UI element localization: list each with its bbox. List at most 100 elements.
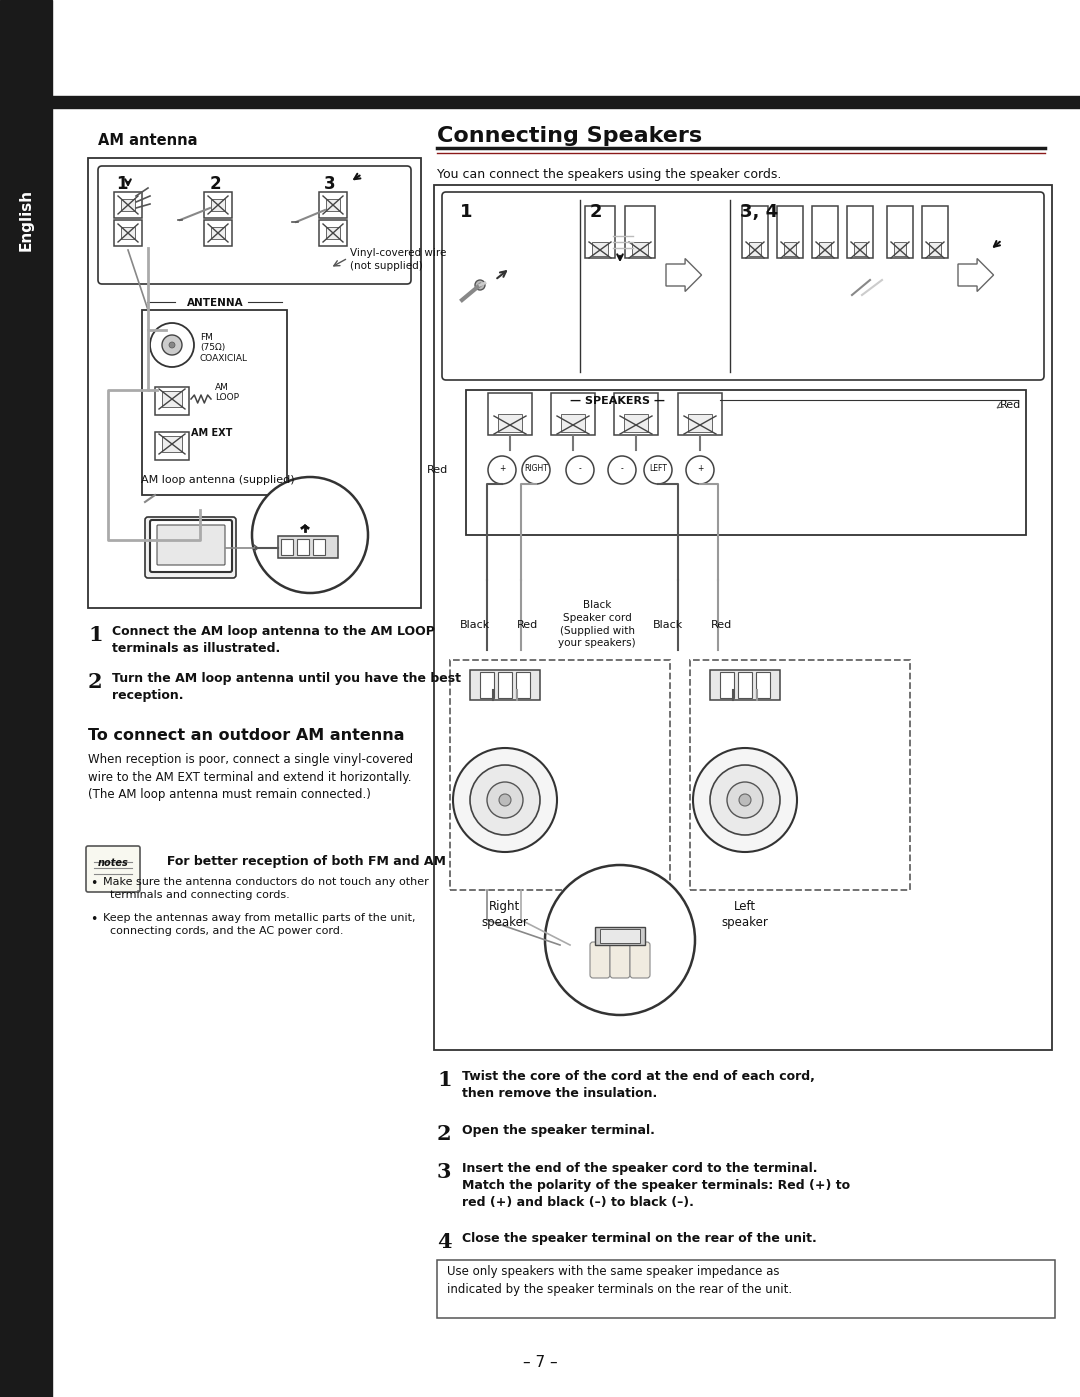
Circle shape	[710, 766, 780, 835]
Circle shape	[566, 455, 594, 483]
Bar	[319, 219, 347, 246]
Bar	[625, 205, 654, 258]
Bar	[114, 219, 141, 246]
Bar	[211, 226, 225, 239]
Text: Make sure the antenna conductors do not touch any other
  terminals and connecti: Make sure the antenna conductors do not …	[103, 877, 429, 900]
Text: 1: 1	[437, 1070, 451, 1090]
Bar	[465, 390, 1026, 535]
Bar	[281, 539, 293, 555]
FancyBboxPatch shape	[590, 942, 610, 978]
Circle shape	[727, 782, 762, 819]
Bar	[777, 205, 804, 258]
Bar	[326, 198, 340, 211]
Text: LEFT: LEFT	[649, 464, 667, 474]
Text: 2: 2	[437, 1125, 451, 1144]
Circle shape	[150, 323, 194, 367]
FancyBboxPatch shape	[86, 847, 140, 893]
Text: AM EXT: AM EXT	[191, 427, 232, 439]
Text: 1: 1	[460, 203, 473, 221]
Circle shape	[162, 335, 183, 355]
Bar	[742, 205, 768, 258]
Text: •: •	[90, 877, 97, 890]
Text: Vinyl-covered wire
(not supplied): Vinyl-covered wire (not supplied)	[350, 249, 446, 271]
Circle shape	[608, 455, 636, 483]
Bar	[632, 242, 648, 256]
Bar	[690, 659, 910, 890]
Text: For better reception of both FM and AM: For better reception of both FM and AM	[145, 855, 446, 868]
Bar	[600, 929, 640, 943]
Text: Black
Speaker cord
(Supplied with
your speakers): Black Speaker cord (Supplied with your s…	[558, 599, 636, 648]
Bar	[121, 198, 135, 211]
Text: FM
(75Ω)
COAXICIAL: FM (75Ω) COAXICIAL	[200, 332, 248, 363]
Text: •: •	[90, 914, 97, 926]
Bar	[738, 672, 752, 698]
Text: Red: Red	[516, 620, 538, 630]
FancyBboxPatch shape	[630, 942, 650, 978]
Bar	[162, 391, 183, 407]
Bar	[894, 242, 906, 256]
Text: ANTENNA: ANTENNA	[187, 298, 243, 307]
Bar	[615, 393, 658, 434]
FancyBboxPatch shape	[442, 191, 1044, 380]
Text: English: English	[18, 189, 33, 251]
Text: To connect an outdoor AM antenna: To connect an outdoor AM antenna	[87, 728, 405, 743]
Text: notes: notes	[97, 858, 129, 868]
Bar	[52, 96, 1080, 108]
Bar	[156, 387, 189, 415]
Text: Turn the AM loop antenna until you have the best
reception.: Turn the AM loop antenna until you have …	[112, 672, 461, 703]
Text: 3: 3	[324, 175, 336, 193]
Circle shape	[644, 455, 672, 483]
Circle shape	[487, 782, 523, 819]
Bar	[624, 414, 648, 432]
Text: — SPEAKERS —: — SPEAKERS —	[570, 395, 665, 407]
Text: 3, 4: 3, 4	[740, 203, 778, 221]
Bar	[434, 184, 1052, 1051]
Text: -: -	[621, 464, 623, 474]
Text: AM loop antenna (supplied): AM loop antenna (supplied)	[141, 475, 295, 485]
Text: Use only speakers with the same speaker impedance as
indicated by the speaker te: Use only speakers with the same speaker …	[447, 1266, 792, 1295]
Bar	[819, 242, 831, 256]
Text: You can connect the speakers using the speaker cords.: You can connect the speakers using the s…	[437, 168, 781, 182]
Bar	[516, 672, 530, 698]
Circle shape	[470, 766, 540, 835]
Circle shape	[475, 279, 485, 291]
Bar	[847, 205, 873, 258]
Text: 2: 2	[210, 175, 220, 193]
Bar	[595, 928, 645, 944]
FancyBboxPatch shape	[150, 520, 232, 571]
Text: 1: 1	[87, 624, 103, 645]
Bar	[278, 536, 338, 557]
Circle shape	[686, 455, 714, 483]
Bar	[498, 414, 522, 432]
Text: Insert the end of the speaker cord to the terminal.
Match the polarity of the sp: Insert the end of the speaker cord to th…	[462, 1162, 850, 1208]
FancyBboxPatch shape	[98, 166, 411, 284]
FancyBboxPatch shape	[157, 525, 225, 564]
Text: When reception is poor, connect a single vinyl-covered
wire to the AM EXT termin: When reception is poor, connect a single…	[87, 753, 414, 800]
Bar	[114, 191, 141, 218]
Text: Right
speaker: Right speaker	[482, 900, 528, 929]
Text: – 7 –: – 7 –	[523, 1355, 557, 1370]
Circle shape	[252, 476, 368, 592]
Bar	[141, 310, 287, 495]
Text: Left
speaker: Left speaker	[721, 900, 769, 929]
Text: Open the speaker terminal.: Open the speaker terminal.	[462, 1125, 654, 1137]
Bar	[688, 414, 712, 432]
Text: Black: Black	[460, 620, 490, 630]
Circle shape	[545, 865, 696, 1016]
Text: 2: 2	[590, 203, 603, 221]
Text: Keep the antennas away from metallic parts of the unit,
  connecting cords, and : Keep the antennas away from metallic par…	[103, 914, 416, 936]
Text: Connect the AM loop antenna to the AM LOOP
terminals as illustrated.: Connect the AM loop antenna to the AM LO…	[112, 624, 435, 655]
Bar	[784, 242, 796, 256]
Text: 3: 3	[437, 1162, 451, 1182]
Bar	[498, 672, 512, 698]
Text: Close the speaker terminal on the rear of the unit.: Close the speaker terminal on the rear o…	[462, 1232, 816, 1245]
Bar	[480, 672, 494, 698]
Text: Twist the core of the cord at the end of each cord,
then remove the insulation.: Twist the core of the cord at the end of…	[462, 1070, 815, 1099]
Circle shape	[168, 342, 175, 348]
FancyBboxPatch shape	[958, 258, 994, 292]
Circle shape	[739, 793, 751, 806]
Bar	[854, 242, 866, 256]
Text: AM antenna: AM antenna	[98, 133, 198, 148]
Text: +: +	[499, 464, 505, 474]
Text: Red: Red	[427, 465, 448, 475]
